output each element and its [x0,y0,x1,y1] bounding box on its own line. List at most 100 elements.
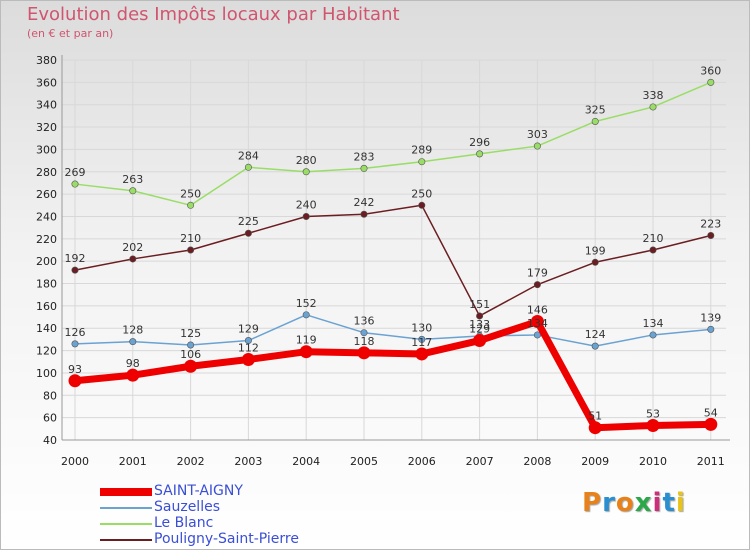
y-tick-label: 300 [36,143,57,156]
data-label: 124 [585,328,606,341]
y-tick-label: 40 [43,434,57,447]
x-tick-label: 2006 [408,455,436,468]
legend-swatch [100,523,152,525]
data-point [360,164,368,172]
y-tick-label: 220 [36,233,57,246]
y-tick-label: 340 [36,99,57,112]
y-tick-label: 160 [36,300,57,313]
logo-letter: i [675,488,686,518]
data-point [241,353,255,367]
data-label: 51 [588,410,602,423]
data-label: 192 [65,252,86,265]
data-point [533,281,541,289]
y-tick-label: 360 [36,76,57,89]
data-label: 136 [354,315,375,328]
data-label: 225 [238,215,259,228]
x-tick-label: 2010 [639,455,667,468]
x-tick-label: 2000 [61,455,89,468]
data-label: 296 [469,136,490,149]
data-label: 106 [180,348,201,361]
x-tick-label: 2004 [292,455,320,468]
series-line [74,314,712,347]
logo-letter: t [662,488,676,518]
data-point [418,335,426,343]
data-point [649,103,657,111]
logo-letter: r [602,488,616,518]
x-tick-label: 2003 [234,455,262,468]
data-label: 199 [585,244,606,257]
data-label: 128 [122,324,143,337]
y-tick-label: 120 [36,345,57,358]
data-point [533,331,541,339]
x-tick-label: 2002 [177,455,205,468]
data-label: 263 [122,173,143,186]
logo-letter: o [615,488,635,518]
data-label: 280 [296,154,317,167]
x-tick-label: 2011 [697,455,725,468]
plot-area [62,60,726,440]
y-tick-label: 180 [36,278,57,291]
data-label: 117 [411,336,432,349]
data-point [360,329,368,337]
x-tick-label: 2009 [581,455,609,468]
data-point [244,229,252,237]
data-point [71,266,79,274]
logo-letter: i [652,488,663,518]
data-point [129,187,137,195]
data-point [530,315,544,329]
data-label: 250 [180,187,201,200]
data-label: 283 [354,150,375,163]
data-point [707,325,715,333]
data-point [129,255,137,263]
data-label: 98 [126,357,140,370]
y-tick-label: 200 [36,255,57,268]
data-label: 54 [704,406,718,419]
y-tick-label: 280 [36,166,57,179]
data-label: 146 [527,304,548,317]
data-point [187,201,195,209]
chart-title: Evolution des Impôts locaux par Habitant [27,4,400,25]
data-label: 269 [65,166,86,179]
data-label: 133 [469,318,490,331]
data-label: 284 [238,149,259,162]
data-label: 250 [411,187,432,200]
data-label: 118 [354,335,375,348]
x-tick-label: 2007 [466,455,494,468]
legend-swatch [100,539,152,541]
data-point [649,331,657,339]
data-point [71,340,79,348]
data-point [588,421,602,435]
data-label: 179 [527,267,548,280]
data-label: 151 [469,298,490,311]
y-tick-label: 140 [36,322,57,335]
data-label: 240 [296,198,317,211]
data-label: 129 [469,323,490,336]
data-label: 126 [65,326,86,339]
x-tick-label: 2008 [523,455,551,468]
legend-label: Le Blanc [154,515,214,531]
data-label: 325 [585,103,606,116]
data-point [649,246,657,254]
y-tick-label: 260 [36,188,57,201]
y-tick-label: 100 [36,367,57,380]
logo-letter: x [634,488,653,518]
y-tick-label: 320 [36,121,57,134]
data-point [244,163,252,171]
data-point [129,338,137,346]
data-point [357,346,371,360]
y-tick-label: 60 [43,412,57,425]
data-point [704,417,718,431]
x-tick-label: 2005 [350,455,378,468]
data-label: 210 [643,232,664,245]
legend-label: Pouligny-Saint-Pierre [154,531,299,547]
data-label: 303 [527,128,548,141]
data-point [476,312,484,320]
data-point [591,117,599,125]
data-point [533,142,541,150]
data-point [68,374,82,388]
data-label: 125 [180,327,201,340]
data-point [646,418,660,432]
data-point [476,150,484,158]
data-label: 223 [700,217,721,230]
